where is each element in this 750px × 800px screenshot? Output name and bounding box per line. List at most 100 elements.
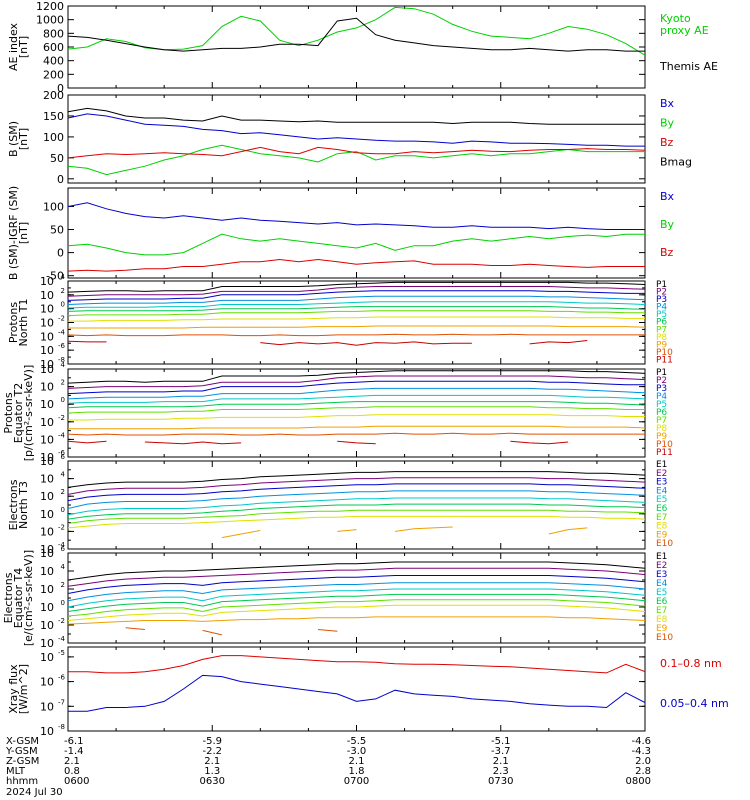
y-tick-label: 600 (43, 41, 64, 54)
y-tick-label: 10 (40, 700, 54, 713)
y-axis-label-line: Equator T4 (12, 568, 25, 628)
legend-entry: E4 (656, 486, 668, 496)
y-tick-exponent: -8 (58, 723, 65, 731)
series-line-e3 (68, 575, 645, 594)
x-axis-row-label: Z-GSM (6, 756, 39, 767)
y-tick-label: 10 (40, 363, 54, 376)
x-axis-tick-label: 1.3 (204, 766, 220, 777)
y-tick-label: 10 (40, 455, 54, 468)
legend-entry: P9 (656, 340, 667, 350)
x-axis-tick-label: 0800 (626, 776, 651, 787)
y-tick-label: 10 (40, 651, 54, 664)
y-tick-exponent: 0 (61, 396, 65, 404)
legend-entry: P11 (656, 355, 673, 365)
x-axis-tick-label: 2.8 (635, 766, 651, 777)
y-tick-exponent: 0 (61, 301, 65, 309)
y-tick-label: 10 (40, 508, 54, 521)
y-tick-label: 100 (43, 131, 64, 144)
y-tick-exponent: -4 (58, 541, 66, 549)
series-line-p2 (68, 286, 645, 297)
y-tick-exponent: 4 (61, 273, 66, 281)
series-line-e6 (68, 503, 645, 520)
y-axis-label: B (SM)[nT] (7, 121, 30, 157)
series-line-e4 (68, 582, 645, 602)
y-tick-exponent: 4 (61, 361, 66, 369)
y-axis-label-line: B (SM) (7, 121, 20, 157)
legend-entry: Bz (660, 246, 674, 259)
x-axis-tick-label: -4.6 (631, 736, 651, 747)
x-axis-row-label: MLT (6, 766, 26, 777)
x-axis-tick-label: 2.3 (493, 766, 509, 777)
series-line-bx (68, 202, 645, 230)
y-tick-label: 10 (40, 358, 54, 371)
legend-entry: P5 (656, 400, 667, 410)
y-tick-label: 10 (40, 289, 54, 302)
y-tick-exponent: -6 (58, 449, 66, 457)
y-axis-label-line: [nT] (17, 128, 30, 150)
legend-entry: P1 (656, 368, 667, 378)
series-line-p9 (68, 425, 645, 430)
legend-entry: E9 (656, 624, 668, 634)
series-line-e4 (68, 490, 645, 509)
y-tick-exponent: 2 (61, 287, 65, 295)
y-tick-exponent: -4 (58, 328, 66, 336)
series-line-0108nm (68, 655, 645, 674)
legend-entry: By (660, 116, 675, 129)
series-line-e9 (221, 526, 588, 539)
x-axis-tick-label: -5.1 (491, 736, 511, 747)
legend-entry: E4 (656, 579, 668, 589)
series-line-e7 (68, 599, 645, 617)
legend-entry: P6 (656, 408, 667, 418)
legend-entry: P2 (656, 376, 667, 386)
y-axis-label-line: [e/(cm²-s-sr-keV)] (22, 550, 35, 646)
x-axis-tick-label: -5.5 (347, 736, 367, 747)
y-axis-label-line: Xray flux (7, 664, 20, 714)
legend-entry: E2 (656, 469, 667, 479)
series-line-e6 (68, 593, 645, 612)
y-tick-label: 10 (40, 601, 54, 614)
y-tick-label: 10 (40, 473, 54, 486)
x-axis-tick-label: 1.8 (349, 766, 365, 777)
legend-entry: E1 (656, 552, 667, 562)
legend-entry: P5 (656, 310, 667, 320)
y-tick-label: 10 (40, 275, 54, 288)
series-group (68, 6, 645, 56)
y-tick-exponent: -6 (58, 342, 66, 350)
y-tick-exponent: 6 (61, 453, 66, 461)
y-tick-exponent: -5 (58, 649, 65, 657)
series-line-p9 (68, 325, 645, 329)
series-group (68, 655, 645, 712)
y-tick-label: 1200 (36, 0, 64, 13)
y-axis-label-line: [p/(cm²-s-sr-keV)] (22, 365, 35, 462)
y-tick-exponent: 2 (61, 379, 65, 387)
y-tick-label: 150 (43, 110, 64, 123)
legend-entry: Bx (660, 190, 675, 203)
y-tick-label: 10 (40, 451, 54, 464)
y-axis-label-line: Electrons (7, 479, 20, 530)
y-tick-label: 0 (57, 247, 64, 260)
y-axis-label-line: Protons (7, 302, 20, 343)
legend-entry: E7 (656, 513, 667, 523)
series-line-e5 (68, 588, 645, 608)
series-line-p2 (68, 375, 645, 389)
y-tick-label: 10 (40, 317, 54, 330)
y-tick-label: -50 (46, 270, 64, 283)
series-line-bz (68, 146, 645, 159)
legend-entry: E7 (656, 606, 667, 616)
x-axis-tick-label: -1.4 (64, 746, 84, 757)
legend-entry: E6 (656, 597, 668, 607)
y-tick-label: 10 (40, 565, 54, 578)
y-tick-exponent: 2 (61, 488, 65, 496)
series-line-p4 (68, 387, 645, 400)
y-tick-exponent: -8 (58, 356, 65, 364)
y-tick-label: 10 (40, 416, 54, 429)
legend-entry: proxy AE (660, 24, 709, 37)
legend-entry: P4 (656, 303, 667, 313)
series-line-00504nm (68, 674, 645, 712)
y-axis-label-line: Protons (2, 392, 15, 433)
y-tick-exponent: 0 (61, 599, 65, 607)
